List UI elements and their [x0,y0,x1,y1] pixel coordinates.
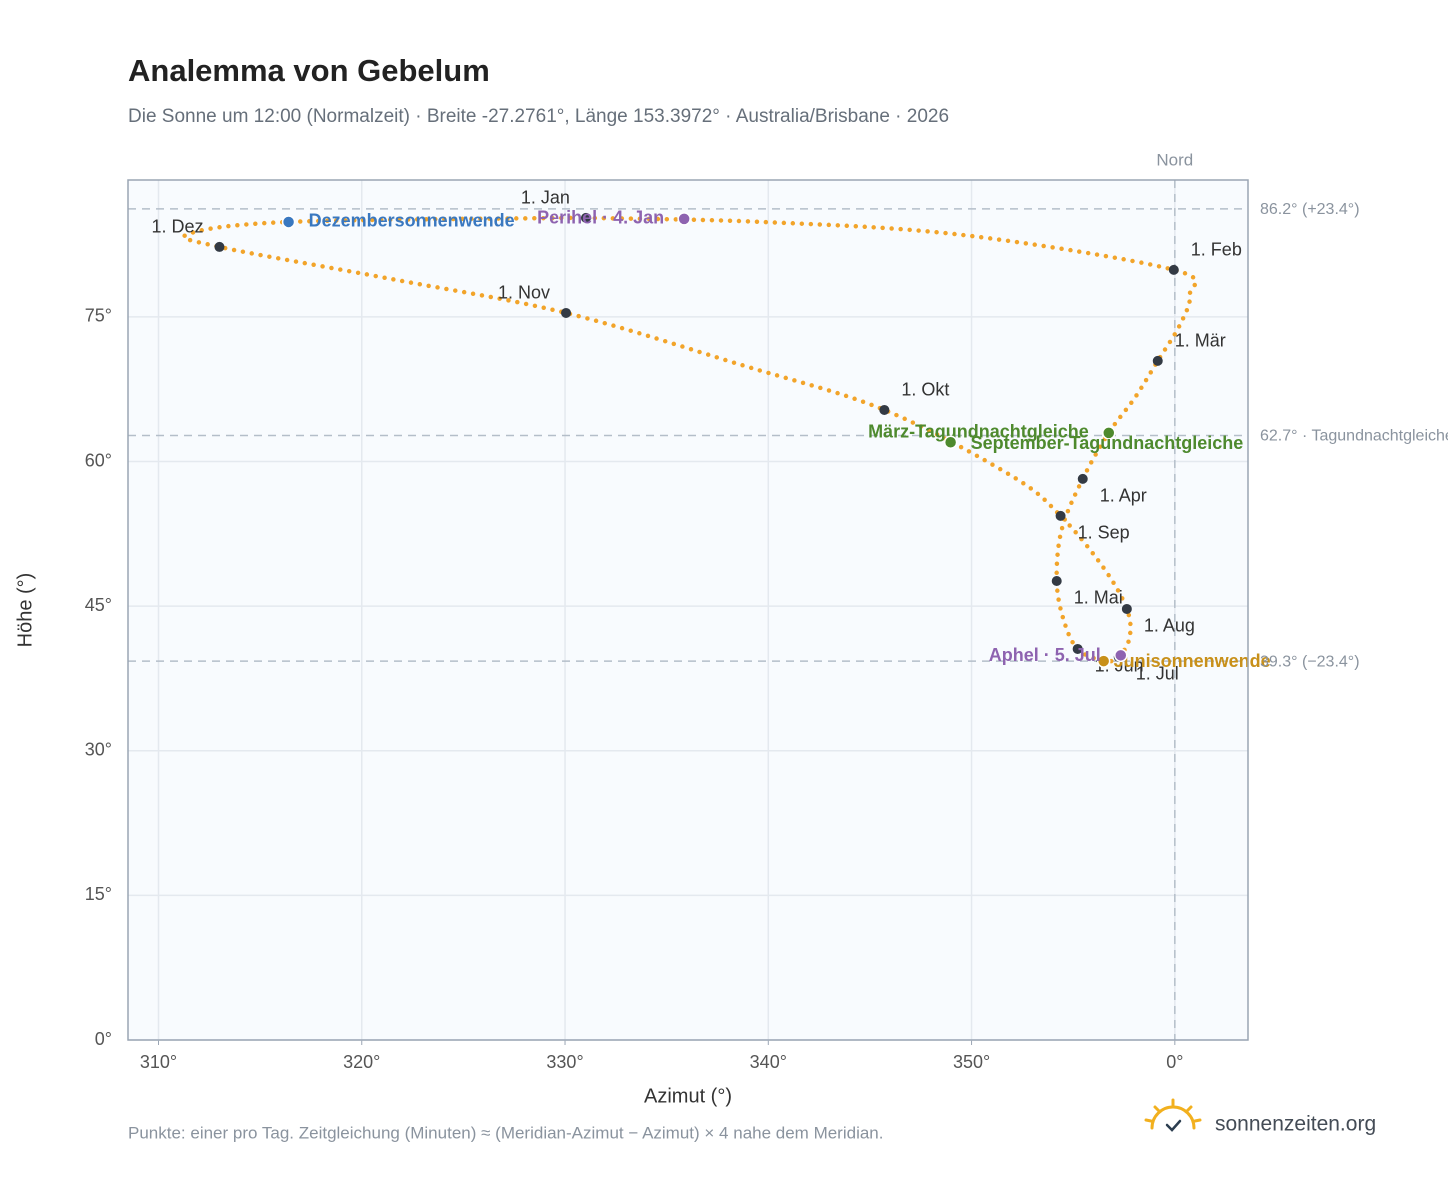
y-tick-label: 30° [85,740,112,760]
month-label: 1. Dez [151,217,203,237]
chart-title: Analemma von Gebelum [128,53,490,88]
event-label: Junisonnenwende [1114,651,1271,671]
brand-name: sonnenzeiten.org [1215,1113,1376,1136]
month-marker [580,212,591,223]
x-tick-label: 340° [750,1052,787,1072]
month-label: 1. Nov [498,283,550,303]
month-marker [1168,264,1179,275]
event-marker [1096,654,1111,668]
y-axis-label: Höhe (°) [14,573,36,648]
event-marker [1114,648,1128,663]
month-marker [214,241,225,252]
month-marker [1121,603,1132,614]
month-label: 1. Sep [1078,523,1130,543]
month-marker [1152,355,1163,366]
plot-area [128,180,1248,1040]
x-tick-label: 320° [343,1052,380,1072]
event-marker [677,212,691,226]
y-tick-label: 75° [85,306,112,326]
reference-label: 62.7° · Tagundnachtgleiche [1260,428,1448,445]
reference-label: Nord [1156,150,1193,169]
x-tick-label: 350° [953,1052,990,1072]
month-marker [1077,473,1088,484]
event-label: März-Tagundnachtgleiche [868,422,1089,442]
month-marker [561,307,572,318]
month-label: 1. Jan [521,188,570,208]
reference-label: 39.3° (−23.4°) [1260,653,1360,670]
month-label: 1. Jul [1136,664,1179,684]
event-label: Aphel · 5. Jul [989,645,1101,665]
y-tick-label: 60° [85,450,112,470]
month-label: 1. Apr [1100,486,1147,506]
month-label: 1. Aug [1144,616,1195,636]
x-axis-label: Azimut (°) [644,1085,732,1107]
y-tick-label: 45° [85,595,112,615]
month-label: 1. Feb [1191,240,1242,260]
month-marker [1051,575,1062,586]
plot-border [127,179,1249,1041]
month-label: 1. Mär [1175,331,1226,351]
x-tick-label: 0° [1166,1052,1183,1072]
event-label: Perihel · 4. Jan [537,208,664,228]
brand-logo [1144,1098,1202,1132]
y-tick-label: 15° [85,884,112,904]
y-tick-label: 0° [95,1029,112,1049]
event-label: Dezembersonnenwende [309,211,515,231]
month-marker [879,404,890,415]
event-label: September-Tagundnachtgleiche [971,433,1244,453]
month-label: 1. Mai [1074,588,1123,608]
reference-label: 86.2° (+23.4°) [1260,201,1360,218]
month-marker [1055,510,1066,521]
event-marker [943,435,958,449]
x-tick-label: 310° [140,1052,177,1072]
chart-subtitle: Die Sonne um 12:00 (Normalzeit) · Breite… [128,106,949,127]
footnote: Punkte: einer pro Tag. Zeitgleichung (Mi… [128,1123,884,1142]
month-label: 1. Okt [901,380,949,400]
event-marker [1102,426,1116,440]
x-tick-label: 330° [546,1052,583,1072]
month-marker [1072,643,1083,654]
event-marker [281,215,296,229]
